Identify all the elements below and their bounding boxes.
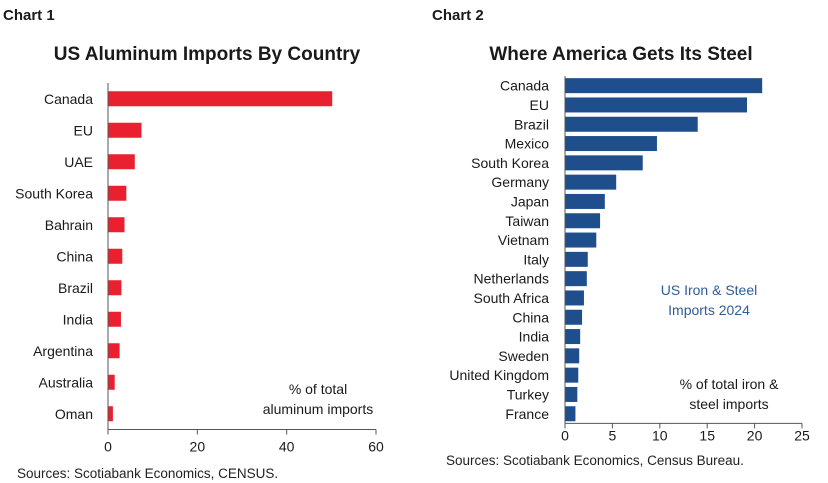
chart1-annotation-line: % of total [289, 381, 347, 397]
chart2-category-label: Vietnam [498, 232, 549, 248]
chart2-category-label: Brazil [514, 116, 549, 132]
chart2-x-tick-label: 15 [699, 427, 715, 443]
chart1-bar [108, 311, 121, 327]
chart1-category-label: Argentina [33, 343, 93, 359]
chart2-title: Where America Gets Its Steel [489, 44, 753, 65]
chart2-bar [565, 386, 578, 402]
chart1-category-label: EU [74, 122, 93, 138]
chart2-bar [565, 290, 584, 306]
chart1-category-label: China [56, 248, 93, 264]
chart2-category-label: Mexico [505, 136, 550, 152]
chart1-x-tick-label: 20 [190, 439, 206, 455]
chart2-bar [565, 251, 588, 267]
chart1-x-tick-label: 60 [368, 439, 384, 455]
chart2-bar [565, 367, 579, 383]
chart1-bar [108, 248, 123, 264]
chart2-x-tick-label: 10 [652, 427, 668, 443]
chart2-bar [565, 155, 643, 171]
chart1-bar [108, 374, 115, 390]
chart2-annotation-line: steel imports [689, 396, 768, 412]
chart1-bar [108, 343, 120, 359]
chart1-category-label: India [63, 311, 94, 327]
chart2-category-label: Italy [523, 251, 549, 267]
chart2-category-label: Canada [500, 78, 549, 94]
chart2-inner-label-line: US Iron & Steel [661, 282, 758, 298]
chart2-bar [565, 78, 763, 94]
chart2-bar [565, 136, 657, 152]
chart2-x-tick-label: 0 [561, 427, 569, 443]
chart2-x-tick-label: 5 [609, 427, 617, 443]
chart2-category-label: South Africa [474, 290, 550, 306]
chart2-category-label: South Korea [471, 155, 549, 171]
chart1-category-label: Bahrain [45, 217, 93, 233]
chart1-source: Sources: Scotiabank Economics, CENSUS. [17, 466, 279, 481]
chart1-plot: Canada EU UAE South Korea Bahrain China Brazil… [15, 83, 384, 455]
chart2-category-label: France [505, 406, 549, 422]
chart2-bar [565, 232, 597, 248]
chart2-category-label: Japan [511, 193, 549, 209]
chart2-bar [565, 406, 576, 422]
chart2-bar [565, 213, 601, 229]
chart1-bar [108, 280, 122, 296]
chart1-category-label: South Korea [15, 185, 93, 201]
chart2-category-label: Taiwan [505, 213, 549, 229]
chart1-category-label: Canada [44, 91, 93, 107]
chart1-x-tick-label: 0 [104, 439, 112, 455]
chart1-bar [108, 217, 125, 233]
chart2-bar [565, 116, 698, 132]
chart2-category-label: United Kingdom [449, 367, 549, 383]
chart1-title: US Aluminum Imports By Country [53, 44, 361, 65]
chart1-category-label: Oman [55, 406, 93, 422]
chart2-annotation-line: % of total iron & [680, 376, 779, 392]
chart2-bar [565, 97, 748, 113]
chart1-bar [108, 406, 113, 422]
chart2-category-label: China [512, 309, 549, 325]
chart2-category-label: Turkey [507, 386, 549, 402]
chart2-source: Sources: Scotiabank Economics, Census Bu… [446, 453, 744, 468]
chart2-bar [565, 309, 583, 325]
chart1-category-label: Australia [39, 374, 94, 390]
chart2-bar [565, 271, 587, 287]
chart2-x-tick-label: 25 [794, 427, 810, 443]
chart1-x-tick-label: 40 [279, 439, 295, 455]
chart2-category-label: Sweden [498, 348, 549, 364]
chart2-bar [565, 348, 580, 364]
chart2-bar [565, 174, 617, 190]
chart1-annotation-line: aluminum imports [263, 401, 373, 417]
chart2-inner-label-line: Imports 2024 [668, 302, 750, 318]
chart2-label: Chart 2 [432, 7, 484, 24]
chart2-category-label: Germany [491, 174, 549, 190]
chart1-category-label: UAE [64, 154, 93, 170]
chart1-bar [108, 91, 333, 107]
chart2-category-label: Netherlands [474, 271, 550, 287]
chart2-x-tick-label: 20 [747, 427, 763, 443]
chart2-category-label: EU [530, 97, 549, 113]
chart2-category-label: India [519, 329, 550, 345]
chart2-bar [565, 193, 605, 209]
chart1-label: Chart 1 [3, 7, 55, 24]
chart2-bar [565, 329, 581, 345]
chart1-bar [108, 154, 135, 170]
chart1-category-label: Brazil [58, 280, 93, 296]
chart1-bar [108, 122, 142, 138]
chart1-bar [108, 185, 127, 201]
